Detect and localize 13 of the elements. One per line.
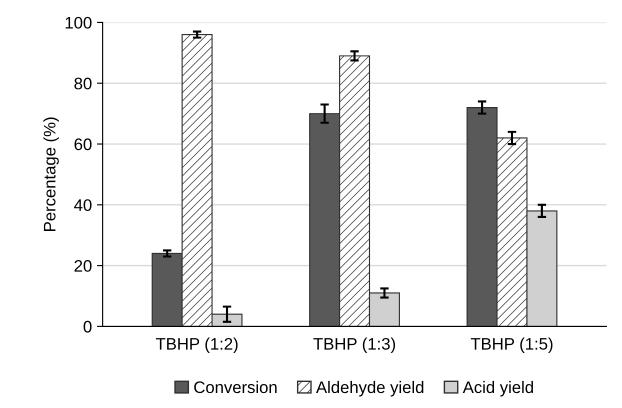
y-tick-label: 40 xyxy=(74,199,92,212)
x-tick-label: TBHP (1:5) xyxy=(470,338,552,354)
y-tick-label: 20 xyxy=(74,260,92,272)
legend-label: Acid yield xyxy=(462,380,533,396)
y-tick-label: 60 xyxy=(74,138,92,150)
x-tick-label: TBHP (1:3) xyxy=(313,338,396,354)
x-tick-label: TBHP (1:2) xyxy=(156,338,238,354)
legend-label: Conversion xyxy=(194,380,277,394)
y-tick-label: 100 xyxy=(66,16,92,29)
y-tick-label: 0 xyxy=(84,320,92,333)
y-tick-label: 80 xyxy=(74,78,92,90)
y-axis-title: Percentage (%) xyxy=(43,118,59,231)
legend-label: Aldehyde yield xyxy=(316,380,424,396)
